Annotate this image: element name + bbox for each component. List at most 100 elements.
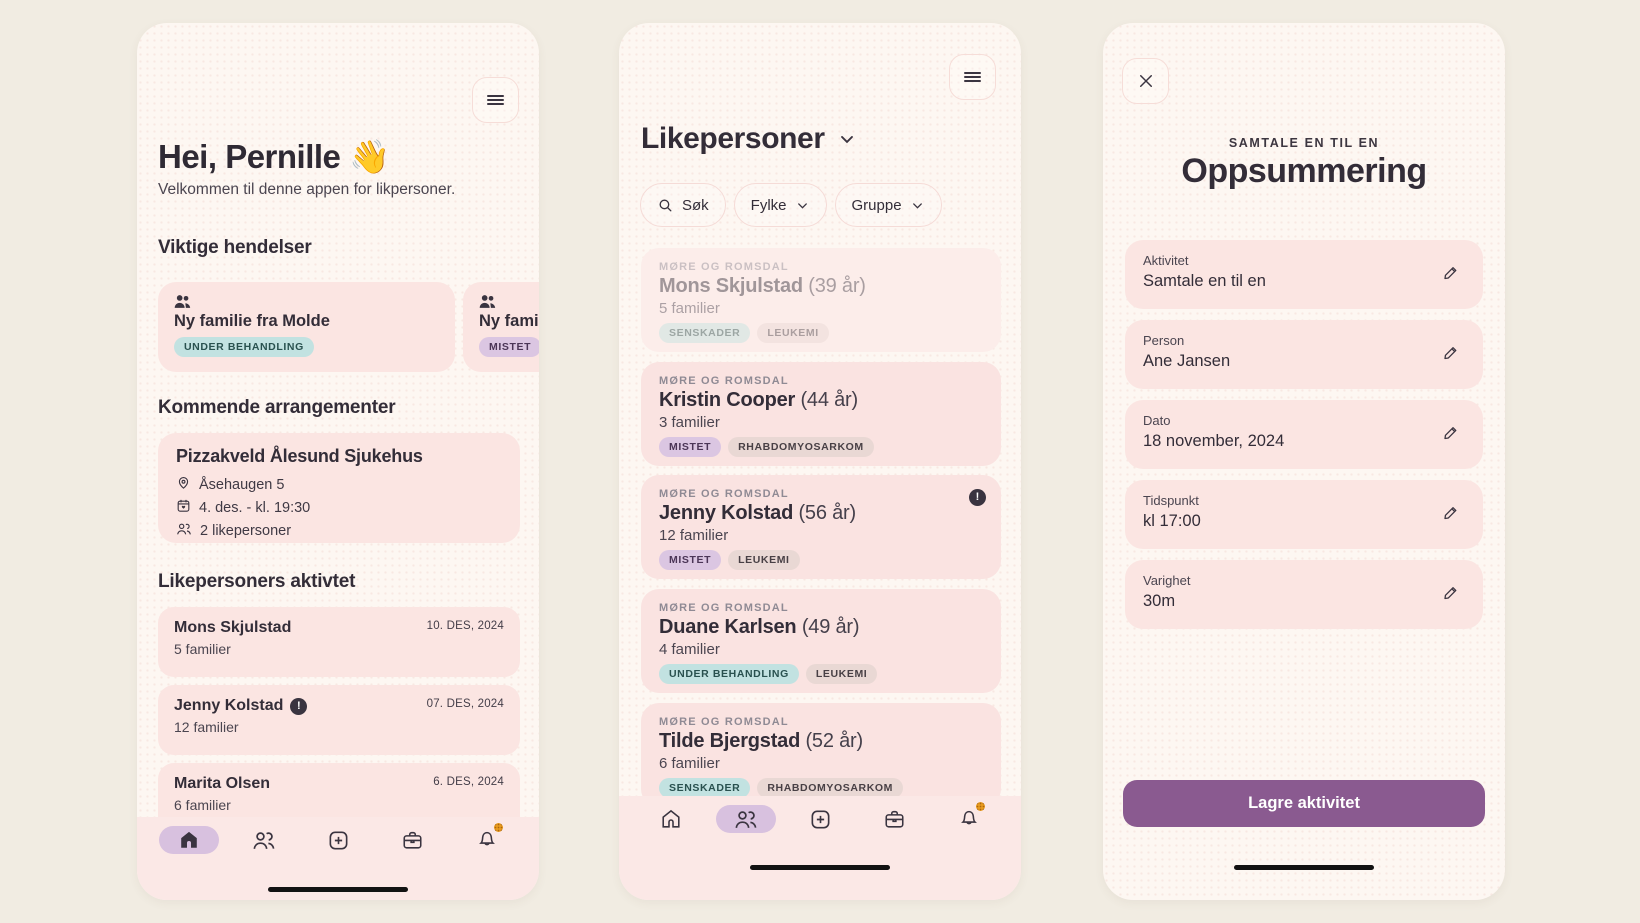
nav-home[interactable] <box>641 805 701 833</box>
field-dato[interactable]: Dato 18 november, 2024 <box>1125 400 1483 469</box>
people-icon <box>174 294 439 309</box>
close-button[interactable] <box>1122 58 1169 104</box>
person-age: (44 år) <box>800 389 858 411</box>
person-card[interactable]: MØRE OG ROMSDAL Jenny Kolstad (56 år) 12… <box>641 475 1001 579</box>
highlight-card-title: Ny familie fra Molde <box>174 312 330 330</box>
tag-badge: RHABDOMYOSARKOM <box>728 437 874 457</box>
person-card[interactable]: MØRE OG ROMSDAL Kristin Cooper (44 år) 3… <box>641 362 1001 466</box>
status-badge: UNDER BEHANDLING <box>174 337 314 357</box>
briefcase-icon <box>403 831 422 849</box>
tag-badge: LEUKEMI <box>728 550 800 570</box>
activity-name: Jenny Kolstad <box>174 697 284 714</box>
people-icon <box>252 831 274 849</box>
filter-bar: Søk Fylke Gruppe <box>640 183 942 227</box>
person-card[interactable]: MØRE OG ROMSDAL Duane Karlsen (49 år) 4 … <box>641 589 1001 693</box>
field-value: Samtale en til en <box>1143 272 1266 290</box>
activity-date: 10. DES, 2024 <box>426 620 504 632</box>
section-important-events: Viktige hendelser <box>158 237 312 258</box>
person-card[interactable]: MØRE OG ROMSDAL Tilde Bjergstad (52 år) … <box>641 703 1001 807</box>
person-name: Kristin Cooper <box>659 389 801 411</box>
chevron-down-icon <box>797 202 807 209</box>
highlight-card[interactable]: Ny fami MISTET <box>463 282 539 372</box>
home-indicator[interactable] <box>1234 865 1374 870</box>
person-age: (39 år) <box>808 275 866 297</box>
filter-label: Fylke <box>750 196 787 214</box>
field-label: Varighet <box>1143 573 1191 588</box>
nav-home[interactable] <box>159 826 219 854</box>
person-card[interactable]: MØRE OG ROMSDAL Mons Skjulstad (39 år) 5… <box>641 248 1001 352</box>
nav-add[interactable] <box>308 826 368 854</box>
page-title: Oppsummering <box>1181 152 1427 190</box>
group-icon <box>176 522 192 540</box>
nav-notifications[interactable] <box>939 801 999 833</box>
field-aktivitet[interactable]: Aktivitet Samtale en til en <box>1125 240 1483 309</box>
person-name: Duane Karlsen <box>659 616 802 638</box>
chevron-down-icon <box>912 202 922 209</box>
nav-people[interactable] <box>234 826 294 854</box>
nav-notifications[interactable] <box>457 822 517 854</box>
category-label: SAMTALE EN TIL EN <box>1228 136 1380 150</box>
field-tidspunkt[interactable]: Tidspunkt kl 17:00 <box>1125 480 1483 549</box>
home-icon <box>181 831 197 848</box>
activity-row[interactable]: Mons Skjulstad 5 familier 10. DES, 2024 <box>158 607 520 677</box>
plus-square-icon <box>329 831 347 849</box>
person-name: Mons Skjulstad <box>659 275 809 297</box>
home-screen: Hei, Pernille 👋 Velkommen til denne appe… <box>137 23 539 900</box>
activity-families: 12 familier <box>174 719 239 735</box>
nav-add[interactable] <box>790 805 850 833</box>
event-card[interactable]: Pizzakveld Ålesund Sjukehus Åsehaugen 5 … <box>158 433 520 543</box>
page-title: Likepersoner <box>641 122 825 155</box>
menu-button[interactable] <box>949 54 996 100</box>
tag-badge: LEUKEMI <box>805 664 878 684</box>
edit-pencil-icon[interactable] <box>1442 423 1460 446</box>
search-input[interactable]: Søk <box>640 183 726 227</box>
page-title: Hei, Pernille 👋 <box>158 138 390 175</box>
person-families: 5 familier <box>659 300 720 317</box>
bottom-nav <box>619 796 1021 900</box>
nav-work[interactable] <box>383 826 443 854</box>
alert-icon: ! <box>969 489 986 506</box>
home-indicator[interactable] <box>750 865 890 870</box>
edit-pencil-icon[interactable] <box>1442 343 1460 366</box>
home-indicator[interactable] <box>268 887 408 892</box>
peers-screen: Likepersoner Søk Fylke Gruppe MØRE OG RO… <box>619 23 1021 900</box>
highlight-card[interactable]: Ny familie fra Molde UNDER BEHANDLING <box>158 282 455 372</box>
person-region: MØRE OG ROMSDAL <box>659 602 789 614</box>
people-icon <box>479 294 539 309</box>
person-families: 4 familier <box>659 641 720 658</box>
calendar-icon <box>176 498 191 517</box>
tag-badge: UNDER BEHANDLING <box>659 664 799 684</box>
highlight-card-title: Ny fami <box>479 312 539 330</box>
location-pin-icon <box>176 475 191 494</box>
event-title: Pizzakveld Ålesund Sjukehus <box>176 446 423 466</box>
nav-people[interactable] <box>715 805 776 833</box>
filter-gruppe[interactable]: Gruppe <box>834 183 942 227</box>
activity-row[interactable]: Jenny Kolstad ! 12 familier 07. DES, 202… <box>158 685 520 755</box>
field-value: Ane Jansen <box>1143 352 1231 370</box>
edit-pencil-icon[interactable] <box>1442 263 1460 286</box>
menu-button[interactable] <box>472 77 519 123</box>
people-icon <box>734 810 756 828</box>
activity-name: Mons Skjulstad <box>174 619 292 636</box>
save-activity-button[interactable]: Lagre aktivitet <box>1123 780 1485 827</box>
person-name: Jenny Kolstad <box>659 502 799 524</box>
bell-icon <box>961 810 977 824</box>
nav-work[interactable] <box>865 805 925 833</box>
status-badge: MISTET <box>479 337 539 357</box>
field-varighet[interactable]: Varighet 30m <box>1125 560 1483 629</box>
page-title-dropdown[interactable]: Likepersoner <box>641 122 857 156</box>
edit-pencil-icon[interactable] <box>1442 583 1460 606</box>
home-icon <box>662 809 680 828</box>
person-families: 12 familier <box>659 527 729 544</box>
activity-families: 6 familier <box>174 797 231 813</box>
field-person[interactable]: Person Ane Jansen <box>1125 320 1483 389</box>
close-icon <box>1139 75 1152 87</box>
person-age: (52 år) <box>805 730 863 752</box>
event-attendees: 2 likepersoner <box>200 522 292 539</box>
field-value: 30m <box>1143 592 1176 610</box>
filter-fylke[interactable]: Fylke <box>733 183 827 227</box>
activity-date: 6. DES, 2024 <box>433 776 504 788</box>
plus-square-icon <box>811 810 829 828</box>
person-region: MØRE OG ROMSDAL <box>659 261 789 273</box>
edit-pencil-icon[interactable] <box>1442 503 1460 526</box>
